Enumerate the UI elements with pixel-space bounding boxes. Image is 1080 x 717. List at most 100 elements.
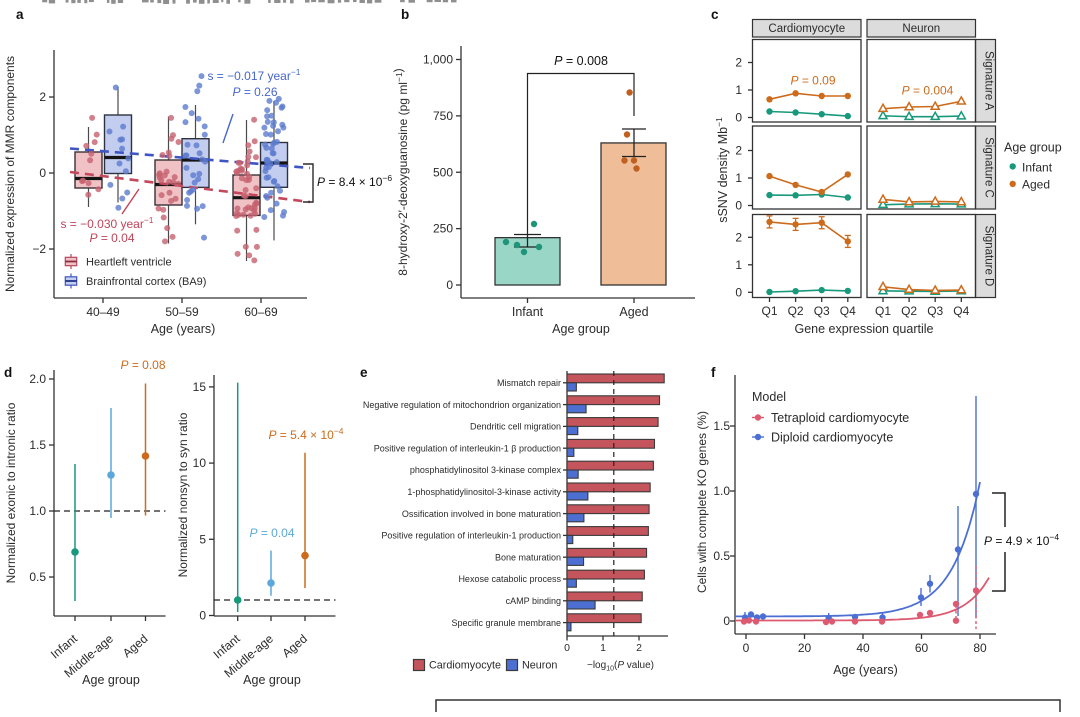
svg-text:Tetraploid cardiomyocyte: Tetraploid cardiomyocyte xyxy=(771,411,909,425)
svg-text:f: f xyxy=(711,365,716,380)
svg-text:60: 60 xyxy=(915,641,929,655)
svg-text:50–59: 50–59 xyxy=(165,305,199,319)
svg-text:Age group: Age group xyxy=(82,673,140,687)
svg-text:1.5: 1.5 xyxy=(29,438,46,452)
svg-text:b: b xyxy=(401,7,409,22)
svg-text:1: 1 xyxy=(735,83,742,97)
svg-text:Ossification involved in bone: Ossification involved in bone maturation xyxy=(402,509,561,519)
svg-text:Q2: Q2 xyxy=(788,304,804,318)
svg-text:0.5: 0.5 xyxy=(29,570,46,584)
svg-text:−2: −2 xyxy=(32,242,46,256)
svg-text:2.0: 2.0 xyxy=(29,372,46,386)
svg-text:40: 40 xyxy=(856,641,870,655)
svg-text:Age group: Age group xyxy=(243,673,301,687)
svg-text:Gene expression quartile: Gene expression quartile xyxy=(795,322,934,336)
svg-text:0: 0 xyxy=(735,111,742,125)
svg-text:Cells with complete KO genes (: Cells with complete KO genes (%) xyxy=(695,411,709,593)
svg-text:P = 5.4 × 10−4: P = 5.4 × 10−4 xyxy=(268,426,343,442)
svg-text:1.0: 1.0 xyxy=(713,484,730,498)
svg-text:0: 0 xyxy=(723,614,730,628)
svg-text:0: 0 xyxy=(735,285,742,299)
svg-text:Age (years): Age (years) xyxy=(833,663,898,677)
svg-text:0: 0 xyxy=(743,641,750,655)
svg-text:P = 0.04: P = 0.04 xyxy=(89,231,134,245)
svg-text:sSNV density Mb−1: sSNV density Mb−1 xyxy=(714,117,730,223)
svg-text:Signature A: Signature A xyxy=(983,51,995,111)
svg-text:Infant: Infant xyxy=(1022,160,1053,174)
svg-text:Normalized exonic to intronic: Normalized exonic to intronic ratio xyxy=(4,402,18,583)
svg-text:phosphatidylinositol 3-kinase: phosphatidylinositol 3-kinase complex xyxy=(410,465,562,475)
svg-text:60–69: 60–69 xyxy=(244,305,278,319)
svg-text:P = 4.9 × 10−4: P = 4.9 × 10−4 xyxy=(984,532,1059,548)
svg-text:Q1: Q1 xyxy=(761,304,777,318)
svg-text:2: 2 xyxy=(735,144,742,158)
svg-text:Aged: Aged xyxy=(619,305,648,319)
svg-text:s = −0.030 year−1: s = −0.030 year−1 xyxy=(60,215,153,231)
svg-text:80: 80 xyxy=(973,641,987,655)
svg-text:Q4: Q4 xyxy=(840,304,856,318)
svg-text:500: 500 xyxy=(433,165,453,179)
svg-text:Dendritic cell migration: Dendritic cell migration xyxy=(470,422,561,432)
svg-text:Age group: Age group xyxy=(1004,141,1062,155)
svg-text:Neuron: Neuron xyxy=(522,660,557,672)
svg-text:Hexose catabolic process: Hexose catabolic process xyxy=(458,574,561,584)
svg-text:Q4: Q4 xyxy=(953,304,969,318)
svg-text:20: 20 xyxy=(798,641,812,655)
svg-text:0: 0 xyxy=(446,278,453,292)
svg-text:P = 0.008: P = 0.008 xyxy=(554,54,608,68)
svg-text:750: 750 xyxy=(433,109,453,123)
svg-text:Brainfrontal cortex (BA9): Brainfrontal cortex (BA9) xyxy=(86,276,206,288)
svg-text:Model: Model xyxy=(752,390,786,404)
svg-text:e: e xyxy=(360,365,368,380)
svg-text:Q1: Q1 xyxy=(875,304,891,318)
svg-text:0: 0 xyxy=(199,609,206,623)
svg-text:0: 0 xyxy=(564,642,570,654)
svg-text:Bone maturation: Bone maturation xyxy=(495,552,561,562)
svg-text:1,000: 1,000 xyxy=(423,53,453,67)
svg-text:a: a xyxy=(16,7,24,22)
svg-text:1.5: 1.5 xyxy=(713,419,730,433)
svg-text:Positive regulation of interle: Positive regulation of interleukin-1 pro… xyxy=(381,531,561,541)
svg-text:Negative regulation of mitocho: Negative regulation of mitochondrion org… xyxy=(363,400,561,410)
svg-text:P = 0.04: P = 0.04 xyxy=(249,526,294,540)
svg-text:0: 0 xyxy=(735,199,742,213)
svg-text:Cardiomyocyte: Cardiomyocyte xyxy=(768,23,845,35)
svg-text:P = 0.09: P = 0.09 xyxy=(790,74,835,88)
svg-text:0.5: 0.5 xyxy=(713,549,730,563)
svg-text:Normalized expression of MMR c: Normalized expression of MMR components xyxy=(3,56,17,292)
svg-text:1: 1 xyxy=(735,171,742,185)
svg-text:Q3: Q3 xyxy=(814,304,830,318)
svg-text:Normalized nonsyn to syn ratio: Normalized nonsyn to syn ratio xyxy=(176,412,190,577)
svg-text:2: 2 xyxy=(735,56,742,70)
svg-text:2: 2 xyxy=(39,90,46,104)
svg-text:8-hydroxy-2′-deoxyguanosine (p: 8-hydroxy-2′-deoxyguanosine (pg ml−1) xyxy=(391,68,410,275)
svg-text:250: 250 xyxy=(433,222,453,236)
svg-text:Positive regulation of interle: Positive regulation of interleukin-1 β p… xyxy=(374,443,561,453)
svg-text:P = 8.4 × 10−6: P = 8.4 × 10−6 xyxy=(317,173,392,189)
svg-text:1.0: 1.0 xyxy=(29,504,46,518)
svg-text:P = 0.004: P = 0.004 xyxy=(902,84,954,98)
svg-text:40–49: 40–49 xyxy=(86,305,120,319)
svg-text:Age (years): Age (years) xyxy=(151,322,216,336)
svg-text:s = −0.017 year−1: s = −0.017 year−1 xyxy=(207,67,300,83)
svg-text:P = 0.08: P = 0.08 xyxy=(120,358,165,372)
svg-text:c: c xyxy=(711,7,719,22)
svg-text:1: 1 xyxy=(600,642,606,654)
svg-text:Specific granule membrane: Specific granule membrane xyxy=(451,618,561,628)
svg-text:Q2: Q2 xyxy=(901,304,917,318)
svg-text:1-phosphatidylinositol-3-kinas: 1-phosphatidylinositol-3-kinase activity xyxy=(407,487,561,497)
svg-text:2: 2 xyxy=(636,642,642,654)
svg-text:P = 0.26: P = 0.26 xyxy=(232,85,277,99)
svg-text:−log10(P value): −log10(P value) xyxy=(587,660,654,673)
svg-text:Diploid cardiomyocyte: Diploid cardiomyocyte xyxy=(771,431,893,445)
svg-text:Q3: Q3 xyxy=(927,304,943,318)
svg-text:Signature D: Signature D xyxy=(983,226,995,287)
svg-text:5: 5 xyxy=(199,532,206,546)
svg-text:Age group: Age group xyxy=(552,322,610,336)
svg-text:Signature C: Signature C xyxy=(983,137,995,198)
svg-text:Aged: Aged xyxy=(1022,178,1050,192)
svg-text:0: 0 xyxy=(39,166,46,180)
svg-text:10: 10 xyxy=(193,456,207,470)
svg-text:2: 2 xyxy=(735,230,742,244)
svg-text:cAMP binding: cAMP binding xyxy=(506,596,561,606)
